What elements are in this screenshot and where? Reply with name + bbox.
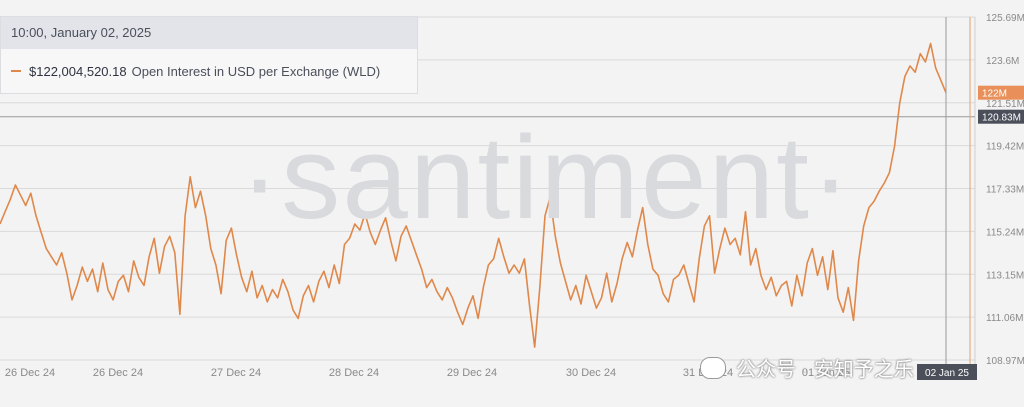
tooltip-value: $122,004,520.18 xyxy=(29,63,127,79)
wechat-icon xyxy=(700,356,726,379)
tooltip: 10:00, January 02, 2025 $122,004,520.18 … xyxy=(0,16,418,94)
y-tick-label: 121.51M xyxy=(986,99,1024,110)
wechat-watermark: 公众号 · 安知予之乐 xyxy=(700,353,914,382)
x-tick-label: 30 Dec 24 xyxy=(566,367,616,379)
x-tick-label: 28 Dec 24 xyxy=(329,367,379,379)
tooltip-date: 10:00, January 02, 2025 xyxy=(1,17,417,49)
crosshair-value-badge-text: 120.83M xyxy=(982,113,1021,124)
crosshair xyxy=(0,17,975,375)
y-tick-label: 111.06M xyxy=(986,313,1023,324)
crosshair-date-badge xyxy=(917,364,977,380)
y-tick-label: 117.33M xyxy=(986,185,1024,196)
y-tick-label: 123.6M xyxy=(986,56,1019,67)
crosshair-value-badge xyxy=(978,109,1024,124)
value-badges: 122M 120.83M 02 Jan 25 xyxy=(917,85,1024,380)
current-value-badge xyxy=(978,85,1024,100)
x-tick-label: 01 Jan 25 xyxy=(802,367,850,379)
wechat-label: 公众号 · 安知予之乐 xyxy=(736,359,914,381)
tooltip-row: $122,004,520.18 Open Interest in USD per… xyxy=(1,49,417,93)
y-axis: 125.69M 123.6M 121.51M 119.42M 117.33M 115.24… xyxy=(986,13,1024,367)
current-value-badge-text: 122M xyxy=(982,89,1007,100)
x-tick-label: 27 Dec 24 xyxy=(211,367,261,379)
watermark: ·santiment· xyxy=(240,112,853,244)
tooltip-label: Open Interest in USD per Exchange (WLD) xyxy=(131,63,381,79)
y-tick-label: 119.42M xyxy=(986,142,1024,153)
x-tick-label: 26 Dec 24 xyxy=(5,367,55,379)
y-tick-label: 108.97M xyxy=(986,356,1024,367)
y-tick-label: 125.69M xyxy=(986,13,1024,24)
series-swatch xyxy=(11,70,21,72)
x-tick-label: 26 Dec 24 xyxy=(93,367,143,379)
series-line xyxy=(0,42,947,348)
x-tick-label: 29 Dec 24 xyxy=(447,367,497,379)
y-tick-label: 113.15M xyxy=(986,270,1024,281)
crosshair-date-badge-text: 02 Jan 25 xyxy=(925,368,969,379)
y-tick-label: 115.24M xyxy=(986,227,1024,238)
